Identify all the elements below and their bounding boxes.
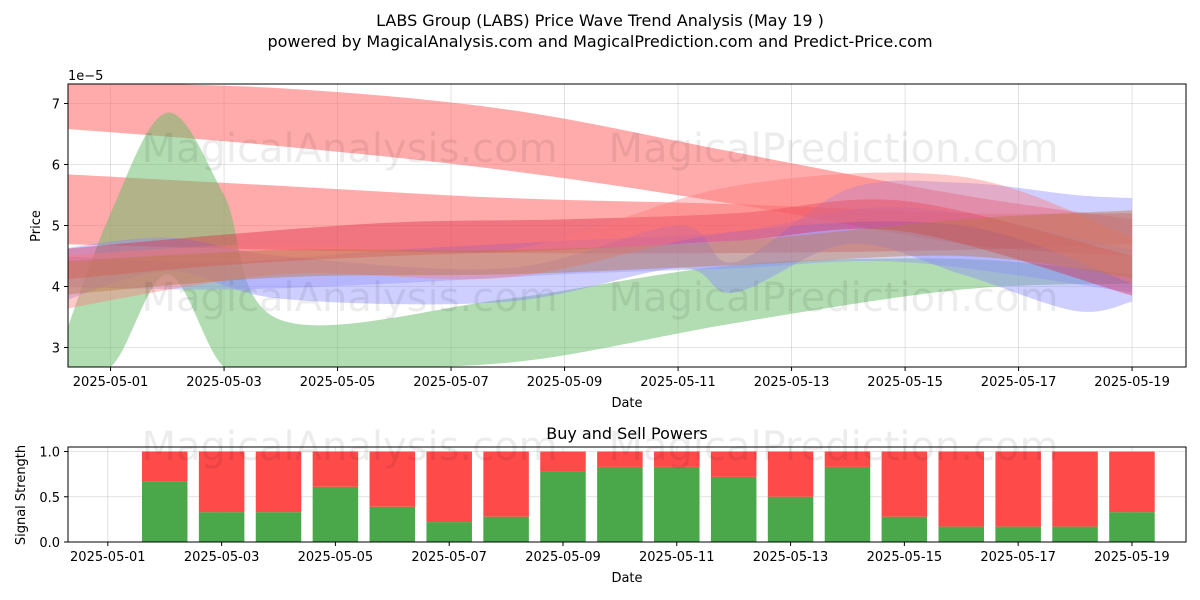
signal-x-tick-label: 2025-05-01 [70, 550, 146, 565]
price-y-tick-label: 5 [52, 220, 60, 235]
sell-bar [767, 451, 814, 497]
sell-bar [824, 451, 871, 467]
price-x-tick-label: 2025-05-01 [73, 375, 149, 390]
buy-bar [995, 526, 1041, 542]
price-x-tick-label: 2025-05-11 [640, 375, 716, 390]
price-y-tick-label: 6 [52, 159, 60, 174]
buy-bar [1109, 512, 1155, 542]
signal-y-tick-label: 0.5 [39, 491, 60, 506]
signal-x-tick-label: 2025-05-17 [980, 550, 1056, 565]
chart-title: LABS Group (LABS) Price Wave Trend Analy… [376, 11, 824, 30]
buy-bar [654, 466, 700, 542]
buy-bar [597, 466, 643, 542]
signal-panel-frame [67, 446, 1187, 543]
signal-y-tick-label: 0.0 [39, 536, 60, 551]
buy-bar [141, 481, 188, 542]
signal-x-tick-label: 2025-05-09 [525, 550, 601, 565]
price-y-ticks: 3 4 5 6 7 [52, 98, 68, 356]
sell-bar [1109, 451, 1155, 513]
signal-x-tick-label: 2025-05-19 [1094, 550, 1170, 565]
buy-bar [938, 526, 985, 542]
price-band-4 [68, 206, 1133, 293]
signal-x-tick-label: 2025-05-07 [411, 550, 487, 565]
sell-bar [483, 451, 529, 517]
signal-x-tick-label: 2025-05-13 [753, 550, 829, 565]
signal-y-label: Signal Strength [14, 445, 29, 545]
signal-x-tick-label: 2025-05-15 [867, 550, 943, 565]
signal-x-label: Date [611, 571, 642, 586]
price-y-scale-label: 1e−5 [68, 69, 103, 84]
buy-bar [881, 516, 928, 542]
sell-bar [654, 451, 700, 467]
signal-x-tick-label: 2025-05-03 [184, 550, 260, 565]
signal-bars [141, 451, 1155, 542]
signal-title: Buy and Sell Powers [546, 424, 708, 443]
price-x-tick-label: 2025-05-03 [186, 375, 262, 390]
sell-bar [369, 451, 416, 507]
buy-bar [824, 466, 871, 542]
price-x-tick-label: 2025-05-19 [1094, 375, 1170, 390]
price-x-tick-label: 2025-05-07 [413, 375, 489, 390]
sell-bar [995, 451, 1041, 527]
chart-subtitle: powered by MagicalAnalysis.com and Magic… [267, 32, 932, 51]
price-band-2 [68, 112, 1133, 367]
buy-bar [710, 476, 757, 542]
sell-bar [312, 451, 359, 487]
signal-panel: Buy and Sell Powers MagicalAnalysis.com … [14, 424, 1187, 586]
signal-y-tick-label: 1.0 [39, 446, 60, 461]
sell-bar [710, 451, 757, 477]
price-band-5 [68, 199, 1133, 296]
sell-bar [1052, 451, 1098, 527]
price-x-ticks: 2025-05-01 2025-05-03 2025-05-05 2025-05-07… [73, 367, 1170, 390]
sell-bar [540, 451, 586, 472]
price-x-tick-label: 2025-05-17 [981, 375, 1057, 390]
sell-bar [938, 451, 985, 527]
sell-bar [426, 451, 472, 523]
price-y-tick-label: 7 [52, 98, 60, 113]
price-y-tick-label: 3 [52, 341, 60, 356]
signal-x-tick-label: 2025-05-11 [639, 550, 715, 565]
sell-bar [141, 451, 188, 482]
buy-bar [426, 522, 472, 542]
sell-bar [255, 451, 302, 513]
price-band-3 [68, 180, 1133, 312]
signal-x-tick-label: 2025-05-05 [298, 550, 374, 565]
price-band-1 [68, 174, 1133, 254]
price-y-label: Price [29, 210, 44, 242]
signal-y-ticks: 0.0 0.5 1.0 [39, 446, 68, 551]
price-x-tick-label: 2025-05-13 [754, 375, 830, 390]
sell-bar [881, 451, 928, 517]
price-x-tick-label: 2025-05-05 [300, 375, 376, 390]
price-x-label: Date [611, 396, 642, 411]
price-bands [68, 84, 1133, 367]
buy-bar [198, 512, 245, 542]
sell-bar [198, 451, 245, 513]
price-x-tick-label: 2025-05-15 [867, 375, 943, 390]
buy-bar [369, 506, 416, 542]
watermark-top-1: MagicalAnalysis.com MagicalPrediction.co… [142, 126, 1059, 172]
buy-bar [1052, 526, 1098, 542]
buy-bar [540, 471, 586, 542]
buy-bar [767, 496, 814, 542]
price-panel: MagicalAnalysis.com MagicalPrediction.co… [29, 69, 1187, 411]
buy-bar [312, 486, 359, 542]
buy-bar [255, 512, 302, 542]
signal-x-ticks: 2025-05-01 2025-05-03 2025-05-05 2025-05-07… [70, 542, 1170, 565]
buy-bar [483, 516, 529, 542]
price-y-tick-label: 4 [52, 280, 60, 295]
price-band-6 [68, 172, 1133, 309]
price-band-7 [68, 210, 1133, 295]
watermark-top-2: MagicalAnalysis.com MagicalPrediction.co… [142, 275, 1059, 321]
price-x-tick-label: 2025-05-09 [527, 375, 603, 390]
sell-bar [597, 451, 643, 467]
